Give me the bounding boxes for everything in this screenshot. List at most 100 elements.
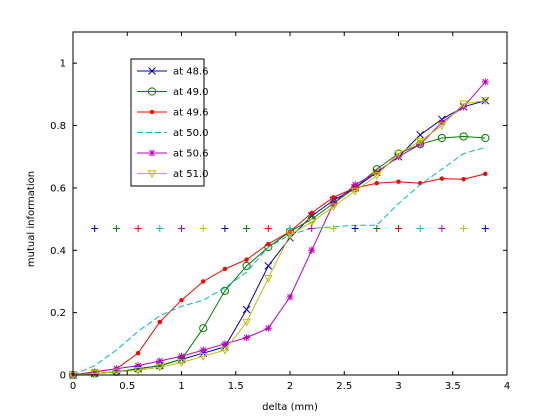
data-point (199, 324, 208, 333)
data-point (220, 286, 229, 295)
data-point (437, 122, 447, 131)
data-point (242, 318, 251, 327)
x-tick-label: 1 (178, 381, 184, 392)
y-tick-label: 0.6 (50, 183, 66, 194)
data-point (396, 179, 401, 184)
reference-point (351, 224, 359, 232)
data-point (459, 100, 468, 109)
legend-marker (147, 87, 157, 96)
x-tick-label: 4 (504, 381, 510, 392)
reference-point (438, 224, 446, 232)
reference-point (481, 224, 489, 232)
series-at-50-0 (72, 146, 486, 376)
data-point (481, 78, 489, 86)
data-point (331, 195, 336, 200)
data-point (374, 181, 379, 186)
data-point (242, 305, 251, 314)
reference-point (308, 224, 316, 232)
data-point (222, 266, 228, 272)
data-point (244, 257, 249, 262)
legend-marker (149, 109, 155, 115)
reference-point (156, 224, 164, 232)
data-point (91, 368, 99, 376)
data-point (177, 359, 186, 368)
x-tick-label: 0 (70, 381, 76, 392)
data-point (157, 319, 162, 325)
data-point (155, 363, 165, 372)
legend-marker (148, 67, 156, 75)
series-line (72, 146, 486, 376)
y-tick-label: 0.4 (50, 246, 66, 257)
legend-entry: at 50.0 (137, 128, 209, 139)
legend-box (130, 58, 205, 187)
data-point (480, 97, 490, 106)
data-point (134, 362, 142, 370)
data-point (133, 367, 143, 375)
legend-label: at 51.0 (173, 169, 209, 180)
legend-label: at 50.0 (173, 128, 209, 139)
data-point (394, 150, 403, 159)
legend-label: at 50.6 (173, 149, 209, 160)
x-tick-label: 2 (287, 381, 293, 392)
y-tick-label: 0.8 (50, 121, 66, 132)
data-point (264, 262, 273, 270)
data-point (461, 176, 466, 182)
data-point (198, 352, 208, 361)
data-point (415, 137, 425, 146)
series-layer (68, 78, 490, 380)
y-tick-label: 1 (60, 59, 66, 70)
reference-point (460, 224, 468, 232)
data-point (483, 171, 488, 177)
legend-entry: at 49.0 (137, 87, 209, 98)
data-point (199, 346, 207, 354)
axes: 0 0.5 1 1.5 2 2.5 3 3.5 4 0 0.2 0.4 0.6 0.8 1 (50, 31, 510, 392)
data-point (308, 246, 316, 254)
data-point (243, 334, 251, 342)
series-line (72, 100, 486, 376)
data-point (459, 132, 468, 141)
x-tick-label: 3.5 (445, 381, 461, 392)
x-tick-label: 3 (395, 381, 401, 392)
data-point (179, 297, 184, 303)
data-point (201, 279, 206, 284)
legend-marker (147, 170, 157, 179)
data-point (350, 187, 360, 196)
data-point (263, 275, 273, 283)
data-point (221, 340, 229, 348)
data-point (372, 172, 382, 180)
reference-point (286, 224, 294, 232)
reference-point (416, 224, 424, 232)
data-point (112, 368, 121, 377)
x-tick-label: 2.5 (336, 381, 352, 392)
legend-entry: at 51.0 (137, 169, 209, 180)
reference-point (221, 224, 229, 232)
legend: at 48.6 at 49.0 at 49.6 at 50.0 at 50.6 at 51… (130, 58, 209, 187)
data-point (329, 203, 338, 212)
data-point (266, 241, 271, 247)
legend-entry: at 49.6 (137, 108, 209, 119)
legend-marker (148, 149, 156, 157)
data-point (156, 357, 164, 365)
data-point (307, 218, 317, 227)
data-point (481, 133, 490, 143)
legend-entry: at 48.6 (137, 67, 209, 78)
data-point (437, 133, 446, 143)
data-point (439, 176, 445, 181)
reference-point (264, 224, 272, 232)
reference-markers (91, 224, 489, 232)
reference-point (91, 224, 99, 232)
reference-point (395, 224, 402, 232)
data-point (178, 352, 185, 360)
y-axis-label: mutual information (26, 171, 37, 267)
series-line (72, 173, 486, 376)
reference-point (329, 224, 337, 232)
legend-label: at 48.6 (173, 67, 209, 78)
x-tick-label: 1.5 (228, 381, 244, 392)
data-point (135, 350, 141, 356)
reference-point (199, 224, 207, 232)
y-tick-label: 0.2 (50, 308, 66, 319)
reference-point (373, 224, 381, 232)
legend-label: at 49.0 (173, 87, 209, 98)
data-point (264, 324, 272, 332)
